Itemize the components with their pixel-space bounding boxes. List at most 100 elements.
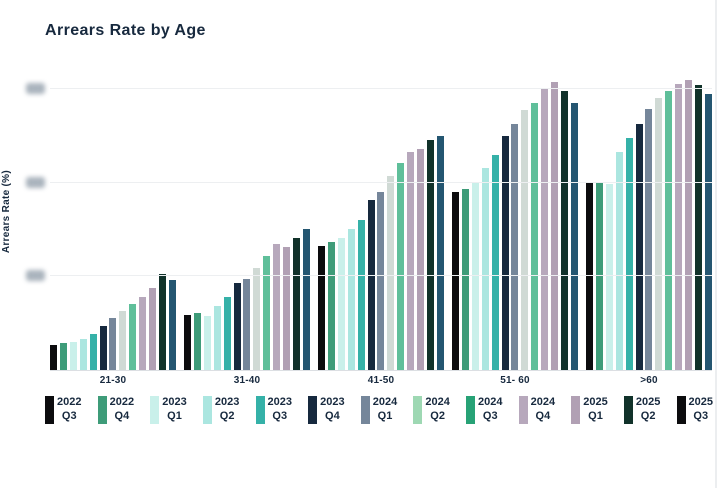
bar[interactable]	[377, 192, 385, 370]
bar-group: >60	[586, 75, 712, 386]
bar[interactable]	[69, 342, 77, 370]
legend-item[interactable]: 2023 Q2	[202, 396, 239, 424]
bar[interactable]	[263, 256, 271, 370]
bar[interactable]	[243, 279, 251, 370]
legend-item[interactable]: 2025 Q3	[676, 396, 713, 424]
legend-item[interactable]: 2024 Q4	[518, 396, 555, 424]
bar[interactable]	[531, 103, 539, 370]
bar[interactable]	[273, 244, 281, 370]
bar[interactable]	[50, 345, 57, 370]
legend-item[interactable]: 2024 Q1	[360, 396, 397, 424]
bar[interactable]	[501, 136, 509, 370]
legend-label: 2025 Q1	[583, 396, 608, 422]
bar[interactable]	[318, 246, 325, 370]
y-gridline	[50, 182, 712, 183]
bar[interactable]	[436, 136, 444, 370]
bar[interactable]	[193, 313, 201, 370]
legend-item[interactable]: 2025 Q2	[623, 396, 661, 424]
bar[interactable]	[327, 242, 335, 370]
bar[interactable]	[635, 124, 643, 370]
bar-groups: 21-30 31-40 41-50 51- 60 >60	[50, 75, 712, 386]
bar[interactable]	[292, 238, 300, 370]
legend-swatch	[571, 396, 581, 424]
bar[interactable]	[625, 138, 633, 370]
legend-item[interactable]: 2024 Q2	[413, 396, 450, 424]
bar[interactable]	[184, 315, 191, 370]
legend-item[interactable]: 2025 Q1	[571, 396, 608, 424]
legend-label: 2022 Q3	[57, 396, 82, 422]
legend-item[interactable]: 2023 Q1	[150, 396, 187, 424]
bar[interactable]	[397, 163, 405, 370]
bar[interactable]	[704, 94, 712, 370]
bar[interactable]	[357, 220, 365, 370]
legend-label: 2023 Q1	[162, 396, 187, 422]
legend-swatch	[360, 396, 370, 424]
bar[interactable]	[129, 304, 137, 370]
legend-item[interactable]: 2023 Q3	[255, 396, 292, 424]
bar[interactable]	[605, 184, 613, 370]
bar[interactable]	[694, 85, 702, 370]
bar[interactable]	[283, 247, 291, 370]
bar[interactable]	[223, 297, 231, 370]
bar[interactable]	[387, 176, 395, 370]
bar[interactable]	[337, 238, 345, 370]
bar[interactable]	[149, 288, 157, 370]
bar[interactable]	[685, 80, 693, 370]
bar[interactable]	[645, 109, 653, 370]
bar[interactable]	[426, 140, 434, 370]
legend-swatch	[255, 396, 265, 424]
bar[interactable]	[109, 318, 117, 370]
legend-swatch	[45, 396, 54, 424]
bar[interactable]	[595, 183, 603, 370]
legend-item[interactable]: 2023 Q4	[308, 396, 345, 424]
bar[interactable]	[541, 88, 549, 370]
bar[interactable]	[119, 311, 127, 370]
bar[interactable]	[253, 268, 261, 370]
legend-item[interactable]: 2022 Q3	[45, 396, 81, 424]
bar[interactable]	[213, 306, 221, 370]
x-axis-label: 21-30	[99, 375, 127, 386]
legend-swatch	[308, 396, 318, 424]
bar[interactable]	[586, 183, 593, 370]
bar[interactable]	[452, 192, 459, 370]
bar[interactable]	[471, 182, 479, 370]
bar[interactable]	[302, 229, 310, 370]
bar[interactable]	[367, 200, 375, 370]
bar[interactable]	[665, 91, 673, 370]
bar[interactable]	[89, 334, 97, 370]
bar[interactable]	[59, 343, 67, 370]
right-edge-divider	[715, 0, 717, 488]
bar[interactable]	[233, 283, 241, 370]
legend-swatch	[676, 396, 686, 424]
bar[interactable]	[551, 82, 559, 370]
bar[interactable]	[168, 280, 176, 370]
bar[interactable]	[79, 339, 87, 370]
bar[interactable]	[99, 326, 107, 370]
legend-label: 2025 Q2	[635, 396, 661, 422]
legend-label: 2023 Q3	[267, 396, 292, 422]
bar[interactable]	[560, 91, 568, 370]
bar[interactable]	[158, 274, 166, 370]
x-axis-label: 31-40	[233, 375, 261, 386]
y-gridline	[50, 88, 712, 89]
bar[interactable]	[491, 155, 499, 370]
legend-item[interactable]: 2022 Q4	[97, 396, 134, 424]
legend-label: 2024 Q3	[478, 396, 503, 422]
bar[interactable]	[521, 110, 529, 370]
bar-group: 31-40	[184, 75, 310, 386]
bar[interactable]	[511, 124, 519, 370]
bar[interactable]	[347, 229, 355, 370]
bar[interactable]	[139, 297, 147, 370]
bar[interactable]	[481, 168, 489, 370]
bar[interactable]	[655, 98, 663, 370]
bar[interactable]	[570, 103, 578, 370]
bar[interactable]	[417, 149, 425, 370]
bar[interactable]	[675, 84, 683, 370]
bar[interactable]	[407, 152, 415, 370]
bar[interactable]	[461, 189, 469, 370]
legend-item[interactable]: 2024 Q3	[466, 396, 502, 424]
legend-label: 2024 Q2	[425, 396, 450, 422]
bar[interactable]	[615, 152, 623, 370]
bar[interactable]	[203, 316, 211, 370]
x-axis-label: 51- 60	[500, 375, 530, 386]
